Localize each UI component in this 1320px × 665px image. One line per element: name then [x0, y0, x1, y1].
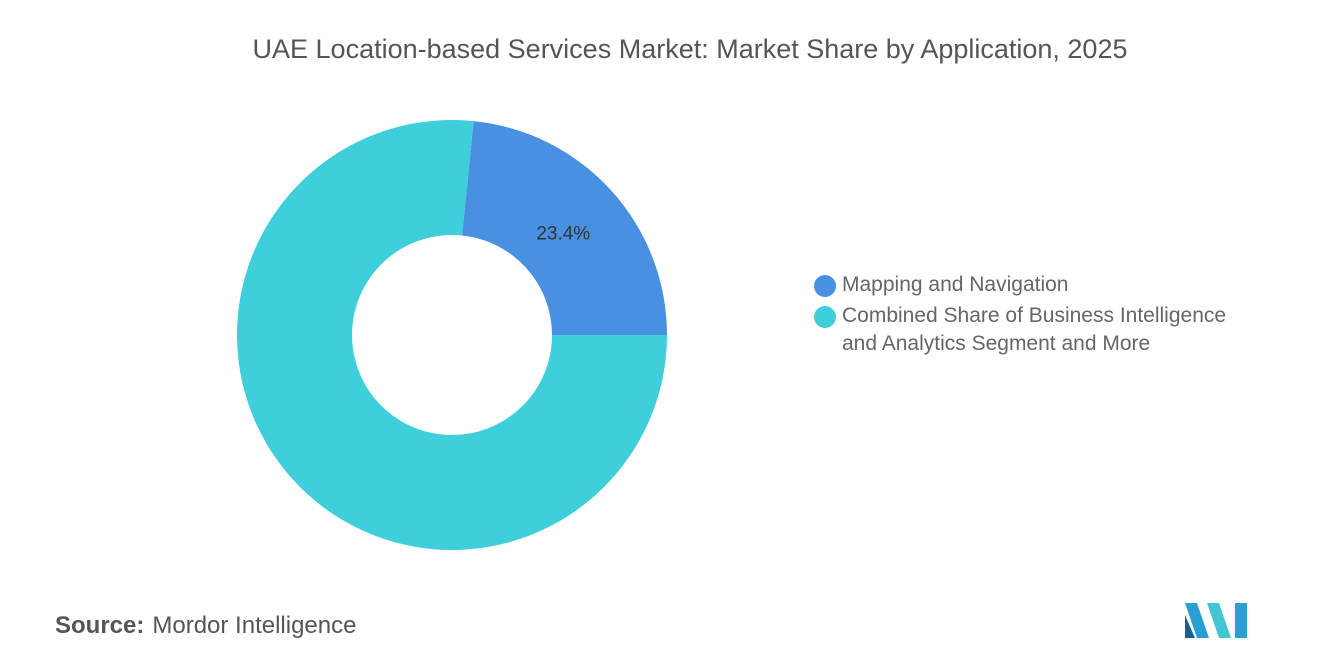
source-label: Source:	[55, 612, 145, 639]
legend-item: Mapping and Navigation	[814, 271, 1254, 299]
legend-swatch	[814, 275, 836, 297]
logo	[1185, 603, 1247, 638]
chart-title: UAE Location-based Services Market: Mark…	[253, 34, 1128, 64]
donut-slice	[462, 121, 667, 335]
source: Source: Mordor Intelligence	[55, 612, 356, 640]
legend-swatch	[814, 306, 836, 328]
donut-slice	[237, 120, 668, 550]
legend: Mapping and Navigation Combined Share of …	[814, 271, 1254, 361]
legend-label: Combined Share of Business Intelligence …	[842, 304, 1227, 355]
legend-item: Combined Share of Business Intelligence …	[814, 302, 1254, 358]
legend-label: Mapping and Navigation	[842, 273, 1069, 296]
source-text: Mordor Intelligence	[152, 612, 357, 639]
value-label: 23.4%	[536, 223, 590, 244]
